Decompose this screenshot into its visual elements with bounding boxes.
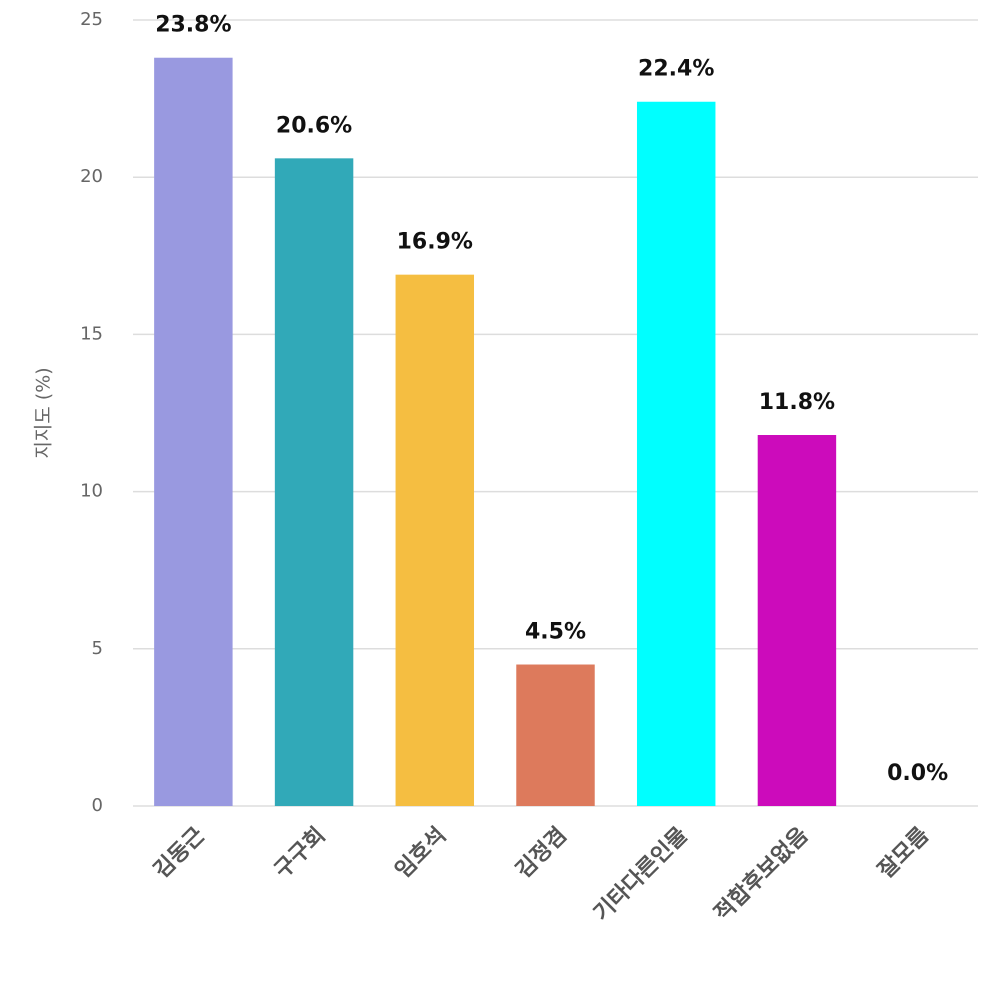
y-tick-label: 5: [92, 638, 103, 659]
y-tick-label: 25: [80, 9, 103, 30]
bar: [395, 274, 475, 806]
value-label: 4.5%: [525, 620, 586, 645]
value-label: 23.8%: [155, 13, 231, 38]
value-label: 11.8%: [759, 390, 835, 415]
bar: [757, 435, 837, 806]
x-tick-label: 적합후보없음: [709, 822, 813, 926]
x-tick-label: 김동근: [149, 823, 210, 884]
bar: [274, 158, 354, 806]
x-tick-label: 구구회: [270, 823, 331, 884]
bar: [516, 664, 595, 806]
value-label: 22.4%: [638, 57, 714, 82]
y-tick-label: 10: [80, 481, 103, 502]
value-label: 0.0%: [887, 761, 948, 786]
x-tick-label: 잘모름: [874, 823, 935, 884]
bar: [636, 101, 716, 806]
x-tick-label: 김정겸: [511, 823, 572, 884]
y-tick-label: 0: [92, 795, 103, 816]
bar: [154, 57, 233, 806]
y-axis-title: 지지도 (%): [33, 367, 55, 458]
value-label: 16.9%: [397, 230, 473, 255]
value-label: 20.6%: [276, 113, 352, 138]
y-tick-label: 15: [80, 323, 103, 344]
x-tick-label: 임호석: [391, 823, 452, 884]
y-tick-label: 20: [80, 166, 103, 187]
x-tick-label: 기타다른인물: [589, 823, 693, 927]
